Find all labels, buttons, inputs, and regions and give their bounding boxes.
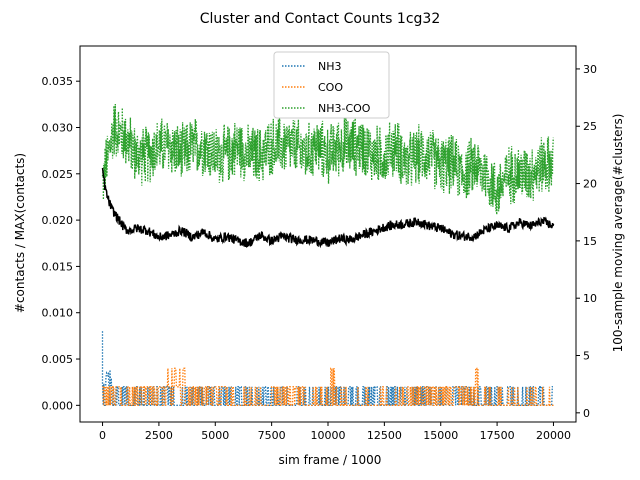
x-tick-label: 10000 bbox=[311, 429, 346, 442]
series-layer bbox=[101, 103, 555, 406]
y-tick-label: 0.025 bbox=[42, 168, 74, 181]
x-tick-label: 5000 bbox=[201, 429, 229, 442]
y-tick-label: 0.035 bbox=[42, 75, 74, 88]
series-nh3-coo-line bbox=[101, 103, 554, 215]
legend-box bbox=[273, 51, 390, 119]
y-tick-label: 0.030 bbox=[42, 121, 74, 134]
y-tick-label: 0.015 bbox=[42, 260, 74, 273]
legend-label: COO bbox=[318, 81, 343, 94]
y-tick-label: 0.010 bbox=[42, 307, 74, 320]
y2-tick-label: 25 bbox=[583, 120, 597, 133]
legend-label: NH3-COO bbox=[318, 102, 371, 115]
x-tick-label: 17500 bbox=[480, 429, 515, 442]
x-tick-label: 2500 bbox=[145, 429, 173, 442]
legend-label: NH3 bbox=[318, 60, 342, 73]
y2-axis-label: 100-sample moving average(#clusters) bbox=[611, 114, 625, 353]
series-coo-line bbox=[102, 367, 554, 406]
y-tick-label: 0.020 bbox=[42, 214, 74, 227]
x-tick-label: 20000 bbox=[536, 429, 571, 442]
series-moving-average-line bbox=[101, 167, 555, 249]
x-tick-label: 12500 bbox=[367, 429, 402, 442]
y2-tick-label: 10 bbox=[583, 292, 597, 305]
x-axis-label: sim frame / 1000 bbox=[279, 453, 382, 467]
chart-title: Cluster and Contact Counts 1cg32 bbox=[200, 11, 440, 27]
x-tick-label: 0 bbox=[99, 429, 106, 442]
x-tick-label: 7500 bbox=[258, 429, 286, 442]
y-tick-label: 0.000 bbox=[42, 399, 74, 412]
y2-tick-label: 20 bbox=[583, 178, 597, 191]
x-axis: 0 2500 5000 7500 10000 12500 15000 17500 20000 bbox=[99, 422, 571, 442]
y2-tick-label: 15 bbox=[583, 235, 597, 248]
y2-tick-label: 5 bbox=[583, 350, 590, 363]
y2-tick-label: 0 bbox=[583, 407, 590, 420]
legend: NH3 COO NH3-COO bbox=[273, 51, 390, 119]
y-axis-right: 0 5 10 15 20 25 30 bbox=[576, 63, 597, 420]
y-axis-left: 0.000 0.005 0.010 0.015 0.020 0.025 0.030 0.035 bbox=[42, 75, 80, 412]
y-tick-label: 0.005 bbox=[42, 353, 74, 366]
x-tick-label: 15000 bbox=[423, 429, 458, 442]
y2-tick-label: 30 bbox=[583, 63, 597, 76]
y-axis-label: #contacts / MAX(contacts) bbox=[13, 153, 27, 313]
series-nh3-line bbox=[101, 331, 553, 406]
